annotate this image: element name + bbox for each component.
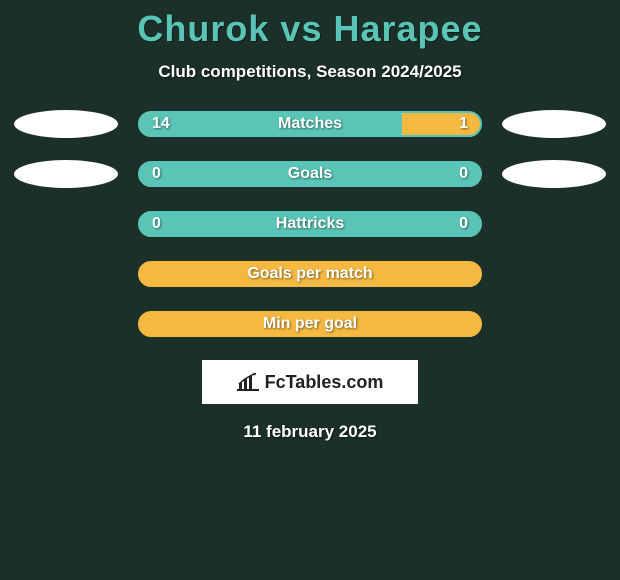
stat-bar-fill [140, 113, 402, 135]
player-badge-right [502, 110, 606, 138]
player-badge-left [14, 160, 118, 188]
chart-icon [237, 373, 259, 391]
date-label: 11 february 2025 [0, 422, 620, 442]
stat-bar: 0 Hattricks 0 [138, 211, 482, 237]
stat-bar: Min per goal [138, 311, 482, 337]
stat-rows: 14 Matches 1 0 Goals 0 0 Hattricks 0 Goals per ma… [0, 110, 620, 338]
logo-box[interactable]: FcTables.com [202, 360, 418, 404]
stat-bar: 0 Goals 0 [138, 161, 482, 187]
stat-row: 0 Goals 0 [0, 160, 620, 188]
stat-value-left: 0 [152, 215, 161, 233]
subtitle: Club competitions, Season 2024/2025 [0, 62, 620, 82]
stat-value-right: 0 [459, 165, 468, 183]
stat-label: Hattricks [276, 215, 344, 233]
stat-value-left: 14 [152, 115, 170, 133]
stat-bar: Goals per match [138, 261, 482, 287]
comparison-card: Churok vs Harapee Club competitions, Sea… [0, 0, 620, 442]
stat-bar: 14 Matches 1 [138, 111, 482, 137]
stat-row: Min per goal [0, 310, 620, 338]
page-title: Churok vs Harapee [0, 8, 620, 50]
stat-row: Goals per match [0, 260, 620, 288]
logo-text: FcTables.com [265, 372, 384, 393]
stat-value-right: 0 [459, 215, 468, 233]
stat-label: Goals [288, 165, 332, 183]
player-badge-right [502, 160, 606, 188]
stat-row: 14 Matches 1 [0, 110, 620, 138]
stat-value-left: 0 [152, 165, 161, 183]
logo: FcTables.com [237, 372, 384, 393]
player-badge-left [14, 110, 118, 138]
stat-row: 0 Hattricks 0 [0, 210, 620, 238]
stat-value-right: 1 [459, 115, 468, 133]
stat-label: Matches [278, 115, 342, 133]
stat-label: Goals per match [247, 265, 372, 283]
stat-label: Min per goal [263, 315, 357, 333]
